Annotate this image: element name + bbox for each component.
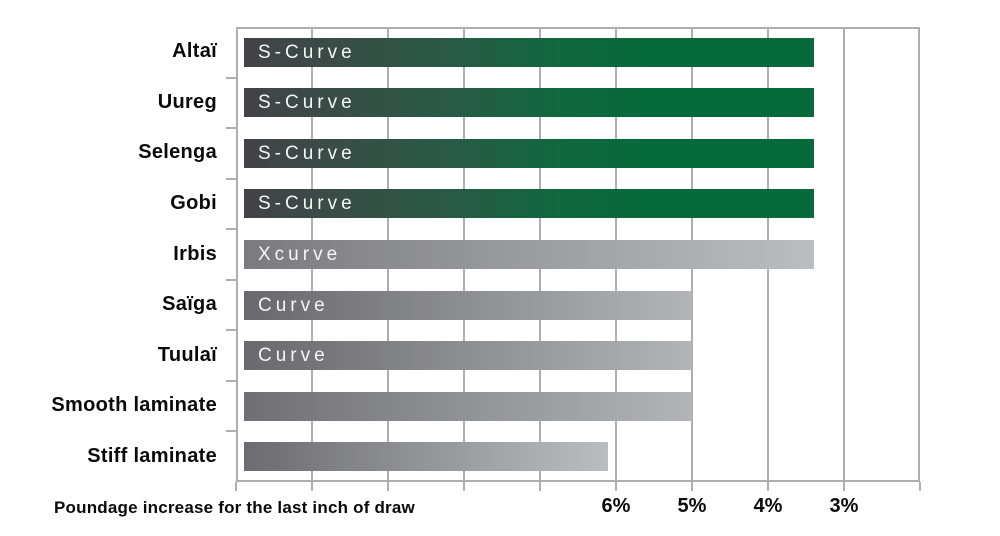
x-axis-tick [615,482,617,491]
x-axis-tick [311,482,313,491]
category-label-saiga: Saïga [162,293,217,316]
category-label-smooth-laminate: Smooth laminate [51,394,217,417]
bar-tuulai [244,341,692,371]
bar-stiff-laminate [244,442,608,472]
x-axis-title: Poundage increase for the last inch of d… [54,498,415,517]
bar-selenga [244,138,814,168]
gridline [843,27,845,482]
x-tick-label-4pct: 4% [753,495,783,517]
x-axis-tick [767,482,769,491]
y-axis-tick [226,430,236,433]
bar-irbis [244,240,814,269]
bar-value-label: S-Curve [258,41,356,63]
x-tick-label-5pct: 5% [677,495,707,517]
x-axis-tick [843,482,845,491]
bar-smooth-laminate [244,391,692,421]
y-axis-tick [226,76,236,79]
category-label-selenga: Selenga [138,141,217,164]
y-axis-tick [226,177,236,180]
x-tick-label-3pct: 3% [829,495,859,517]
category-label-uureg: Uureg [157,90,217,113]
plot-area [236,27,920,482]
category-label-tuulai: Tuulaï [157,343,217,366]
bar-value-label: S-Curve [258,193,356,215]
x-axis-tick [387,482,389,491]
y-axis-tick [226,379,236,382]
bar-gobi [244,189,814,219]
bar-value-label: S-Curve [258,142,356,164]
category-label-gobi: Gobi [170,191,217,214]
bar-value-label: Curve [258,294,329,316]
bar-uureg [244,88,814,118]
y-axis-tick [226,228,236,231]
category-label-stiff-laminate: Stiff laminate [87,444,217,467]
bar-value-label: Curve [258,345,329,367]
x-axis-tick [691,482,693,491]
bar-altai [244,37,814,67]
category-label-irbis: Irbis [173,242,217,265]
category-label-altai: Altaï [172,40,217,63]
bar-value-label: Xcurve [258,244,342,265]
bar-saiga [244,290,692,320]
x-tick-label-6pct: 6% [601,495,631,517]
x-axis-tick [235,482,237,491]
x-axis-tick [539,482,541,491]
y-axis-tick [226,278,236,281]
bar-value-label: S-Curve [258,92,356,114]
y-axis-tick [226,127,236,130]
x-axis-tick [919,482,921,491]
y-axis-tick [226,329,236,332]
x-axis-tick [463,482,465,491]
